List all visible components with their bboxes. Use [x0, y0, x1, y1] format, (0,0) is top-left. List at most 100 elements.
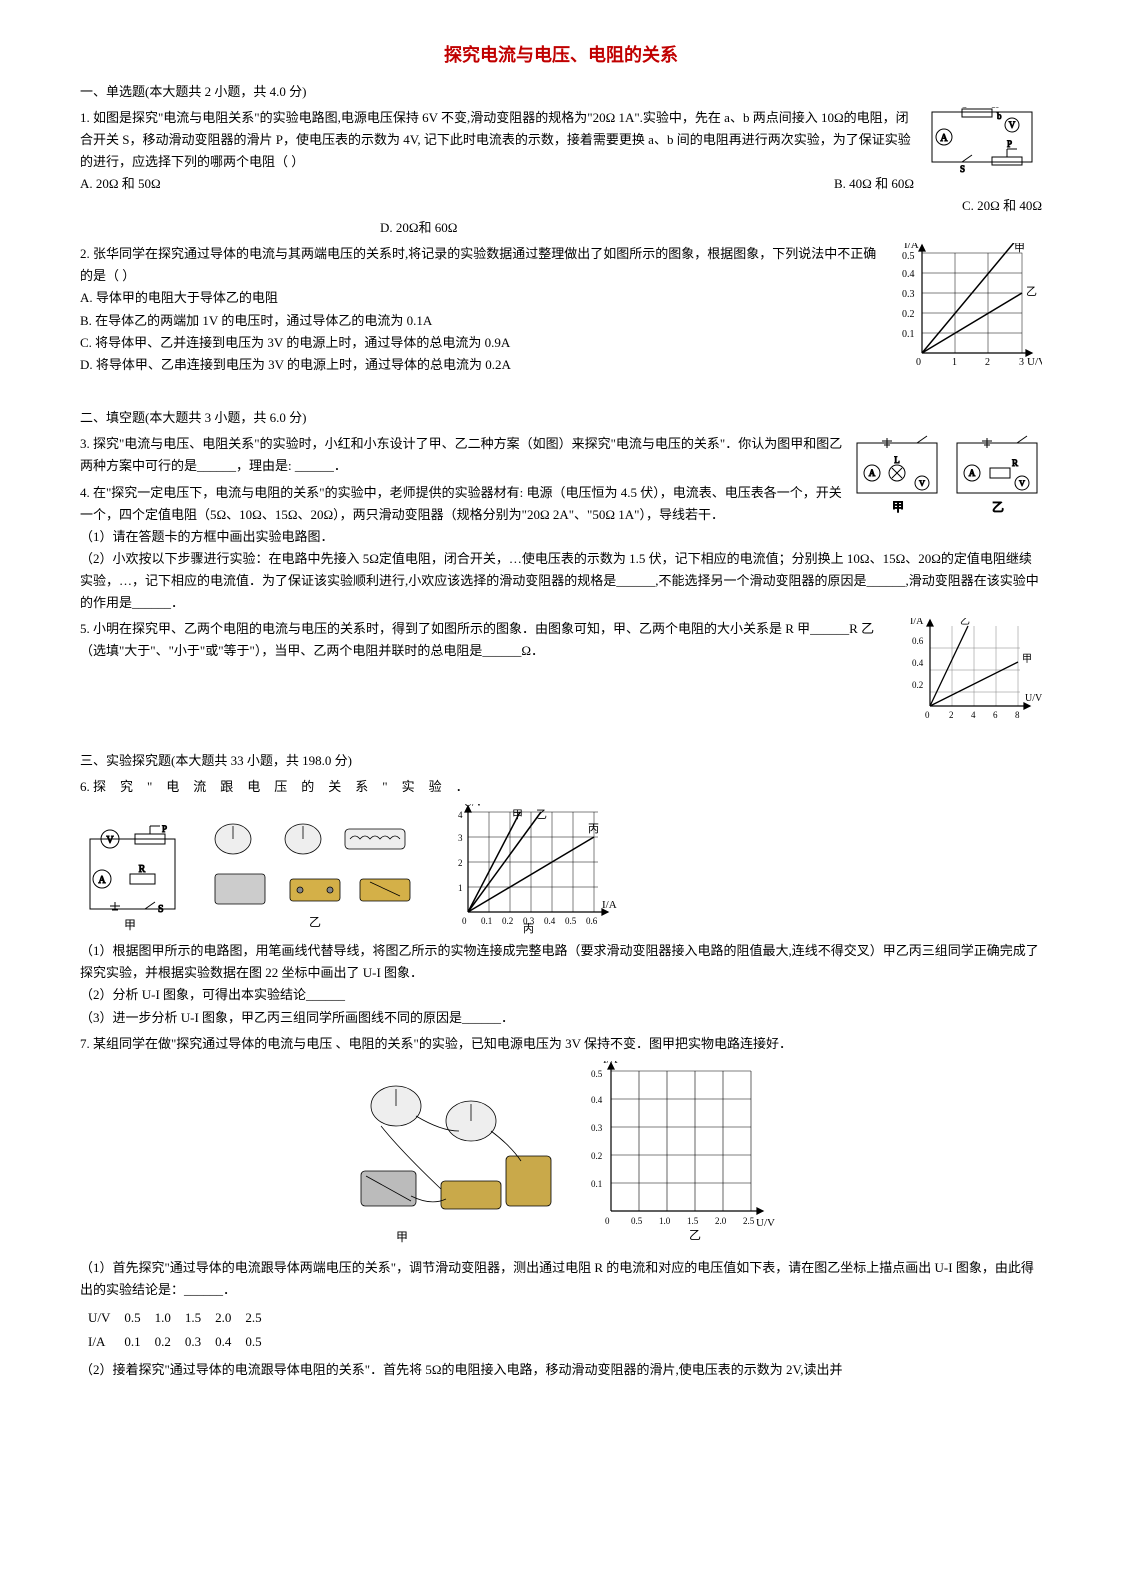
svg-text:0.5: 0.5: [631, 1216, 643, 1226]
q6-stem: 探究"电流跟电压的关系"实验．: [93, 779, 483, 794]
section-2-head: 二、填空题(本大题共 3 小题，共 6.0 分): [80, 407, 1042, 429]
q4-p1: （1）请在答题卡的方框中画出实验电路图．: [80, 526, 1042, 548]
svg-text:8: 8: [1015, 710, 1020, 720]
svg-text:0.2: 0.2: [912, 680, 923, 690]
svg-text:0.2: 0.2: [902, 309, 915, 320]
q1-optB: B. 40Ω 和 60Ω: [834, 173, 914, 195]
svg-text:2: 2: [458, 858, 463, 868]
q2-stem: 张华同学在探究通过导体的电流与其两端电压的关系时,将记录的实验数据通过整理做出了…: [80, 246, 876, 283]
svg-text:0.4: 0.4: [591, 1095, 603, 1105]
svg-text:甲: 甲: [1022, 654, 1032, 665]
svg-text:0.4: 0.4: [912, 658, 924, 668]
svg-text:1: 1: [458, 883, 463, 893]
svg-text:I/A: I/A: [910, 618, 924, 627]
svg-text:0: 0: [462, 916, 467, 926]
svg-text:乙: 乙: [960, 618, 970, 627]
svg-text:0.6: 0.6: [586, 916, 598, 926]
q6-photo-yi: 乙: [200, 814, 430, 934]
svg-text:3: 3: [458, 833, 463, 843]
q7-num: 7.: [80, 1036, 90, 1051]
q6-p1: （1）根据图甲所示的电路图，用笔画线代替导线，将图乙所示的实物连接成完整电路（要…: [80, 940, 1042, 984]
svg-text:0.2: 0.2: [591, 1151, 602, 1161]
q1-circuit: A a R b V S P: [922, 107, 1042, 177]
q4-p2: （2）小欢按以下步骤进行实验：在电路中先接入 5Ω定值电阻，闭合开关，…使电压表…: [80, 548, 1042, 614]
page-title: 探究电流与电压、电阻的关系: [80, 40, 1042, 71]
svg-text:I/A: I/A: [602, 899, 617, 911]
svg-text:1: 1: [952, 357, 957, 368]
svg-text:U/V: U/V: [464, 804, 483, 809]
q7-chart: I/A U/V 0.10.20.30.40.5 00.51.01.52.02.5…: [581, 1061, 781, 1251]
svg-text:乙: 乙: [536, 808, 547, 821]
q4-num: 4.: [80, 485, 90, 500]
svg-text:1.5: 1.5: [687, 1216, 699, 1226]
svg-text:R: R: [139, 864, 146, 875]
svg-text:0.1: 0.1: [481, 916, 492, 926]
svg-text:0.3: 0.3: [902, 289, 915, 300]
svg-text:丙: 丙: [588, 823, 599, 835]
svg-text:S: S: [960, 164, 965, 174]
svg-text:2.5: 2.5: [743, 1216, 755, 1226]
svg-text:0: 0: [925, 710, 930, 720]
section-1-head: 一、单选题(本大题共 2 小题，共 4.0 分): [80, 81, 1042, 103]
svg-text:A: A: [869, 468, 876, 478]
svg-text:2.0: 2.0: [715, 1216, 727, 1226]
svg-text:乙: 乙: [1026, 285, 1037, 298]
svg-text:R: R: [1012, 458, 1018, 468]
q3-num: 3.: [80, 436, 90, 451]
q6-circuit-jia: V P A R S 甲: [80, 824, 190, 934]
svg-text:R: R: [992, 107, 998, 109]
q6-p3: （3）进一步分析 U-I 图象，甲乙丙三组同学所画图线不同的原因是______．: [80, 1007, 1042, 1029]
svg-text:0.5: 0.5: [591, 1069, 603, 1079]
q6-chart: U/V I/A 1234 00.10.20.30.40.50.6 甲 乙 丙 丙: [440, 804, 620, 934]
q7-p2: （2）接着探究"通过导体的电流跟导体电阻的关系"．首先将 5Ω的电阻接入电路，移…: [80, 1359, 1042, 1381]
q5-num: 5.: [80, 621, 90, 636]
svg-text:乙: 乙: [689, 1228, 701, 1242]
svg-text:0.3: 0.3: [591, 1123, 603, 1133]
svg-text:甲: 甲: [1014, 243, 1025, 254]
q1-optD: D. 20Ω和 60Ω: [380, 220, 457, 235]
svg-text:P: P: [1007, 139, 1012, 149]
q1-num: 1.: [80, 110, 90, 125]
q3-stem: 探究"电流与电压、电阻关系"的实验时，小红和小东设计了甲、乙二种方案（如图）来探…: [80, 436, 842, 473]
question-6: 6. 探究"电流跟电压的关系"实验． V P A R S 甲: [80, 776, 1042, 1028]
svg-text:0.6: 0.6: [912, 636, 924, 646]
svg-text:0.5: 0.5: [902, 251, 915, 262]
svg-text:0.1: 0.1: [591, 1179, 602, 1189]
svg-text:0: 0: [605, 1216, 610, 1226]
question-1: A a R b V S P 1. 如图是探究"电流与电阻关系"的实验电路图,电源…: [80, 107, 1042, 240]
q5-stem: 小明在探究甲、乙两个电阻的电流与电压的关系时，得到了如图所示的图象．由图象可知，…: [80, 621, 874, 658]
svg-text:甲: 甲: [512, 809, 523, 821]
svg-text:甲: 甲: [396, 1230, 408, 1244]
section-3-head: 三、实验探究题(本大题共 33 小题，共 198.0 分): [80, 750, 1042, 772]
svg-text:A: A: [98, 875, 106, 886]
svg-text:V: V: [1009, 120, 1016, 130]
svg-text:乙: 乙: [309, 915, 321, 929]
svg-text:0.4: 0.4: [902, 269, 915, 280]
svg-text:U/V: U/V: [1027, 356, 1042, 368]
svg-text:3: 3: [1019, 357, 1024, 368]
question-2: I/A U/V 0.10.20.30.40.5 0123 甲 乙 2. 张华同学…: [80, 243, 1042, 387]
svg-text:U/V: U/V: [756, 1217, 775, 1229]
svg-text:1.0: 1.0: [659, 1216, 671, 1226]
svg-text:b: b: [997, 111, 1002, 121]
q7-photo-jia: 甲: [341, 1071, 561, 1251]
q6-p2: （2）分析 U-I 图象，可得出本实验结论______: [80, 984, 1042, 1006]
question-7: 7. 某组同学在做"探究通过导体的电流与电压 、电阻的关系"的实验，已知电源电压…: [80, 1033, 1042, 1382]
q7-p1: （1）首先探究"通过导体的电流跟导体两端电压的关系"，调节滑动变阻器，测出通过电…: [80, 1257, 1042, 1301]
q6-num: 6.: [80, 779, 90, 794]
q5-chart: I/A U/V 0.20.40.6 02468 乙 甲: [902, 618, 1042, 728]
svg-text:P: P: [162, 824, 167, 834]
q1-stem: 如图是探究"电流与电阻关系"的实验电路图,电源电压保持 6V 不变,滑动变阻器的…: [80, 110, 911, 169]
svg-text:0: 0: [916, 357, 921, 368]
svg-text:0.5: 0.5: [565, 916, 577, 926]
q7-stem: 某组同学在做"探究通过导体的电流与电压 、电阻的关系"的实验，已知电源电压为 3…: [93, 1036, 792, 1051]
question-5: I/A U/V 0.20.40.6 02468 乙 甲 5. 小明在探究甲、乙两…: [80, 618, 1042, 732]
svg-text:A: A: [969, 468, 976, 478]
svg-text:丙: 丙: [523, 923, 534, 934]
svg-text:2: 2: [985, 357, 990, 368]
q2-chart: I/A U/V 0.1 0.2 0.3 0.4 0.5 0 1 2 3 甲 乙: [892, 243, 1042, 383]
svg-text:I/A: I/A: [904, 243, 919, 251]
q4-stem: 在"探究一定电压下，电流与电阻的关系"的实验中，老师提供的实验器材有: 电源（电…: [80, 485, 842, 522]
svg-text:0.1: 0.1: [902, 329, 915, 340]
svg-text:2: 2: [949, 710, 954, 720]
